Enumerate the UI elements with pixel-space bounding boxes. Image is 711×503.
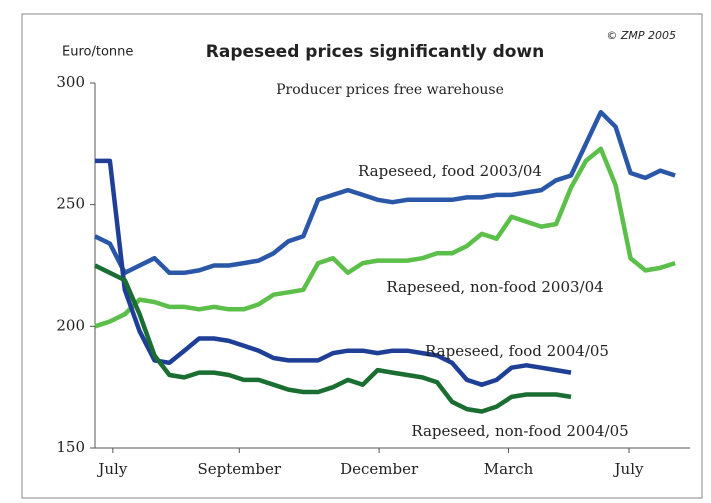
y-tick-label: 250	[56, 195, 85, 213]
chart-subtitle: Producer prices free warehouse	[276, 82, 504, 98]
y-axis-label: Euro/tonne	[62, 45, 133, 60]
x-tick-label: July	[96, 460, 127, 478]
series-label: Rapeseed, non-food 2004/05	[411, 422, 628, 440]
x-tick-label: July	[613, 460, 644, 478]
frame	[21, 13, 703, 499]
source: © ZMP 2005	[606, 29, 676, 42]
y-tick-label: 200	[56, 316, 85, 334]
series-label: Rapeseed, non-food 2003/04	[386, 278, 603, 296]
series-line	[95, 158, 572, 387]
series-line	[94, 263, 572, 414]
series-label: Rapeseed, food 2004/05	[425, 342, 609, 360]
x-tick-label: December	[340, 460, 419, 478]
y-tick-label: 150	[56, 438, 85, 456]
series-line	[94, 109, 676, 276]
series-line	[94, 146, 676, 329]
x-tick-label: September	[198, 460, 282, 478]
x-tick-label: March	[484, 460, 534, 478]
chart-title: Rapeseed prices significantly down	[206, 42, 544, 62]
series-label: Rapeseed, food 2003/04	[358, 162, 542, 180]
y-tick-label: 300	[56, 73, 85, 91]
